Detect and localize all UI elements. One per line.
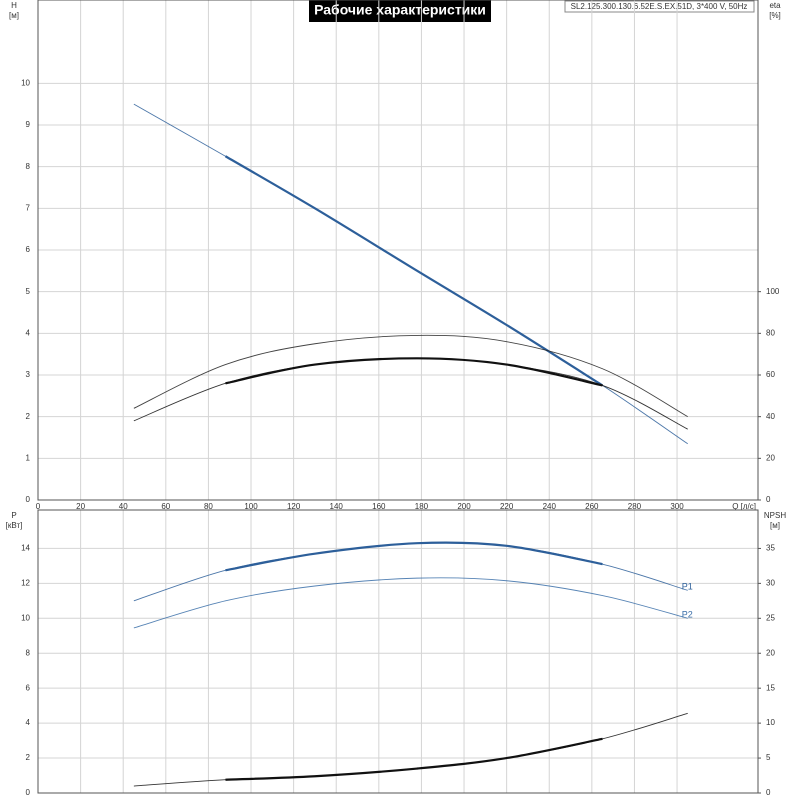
y2-tick-label: 100 xyxy=(766,287,780,296)
curve-duty xyxy=(225,541,603,572)
y-axis-label: P xyxy=(11,511,16,520)
curve-duty xyxy=(225,737,603,781)
y2-tick-label: 25 xyxy=(766,613,775,622)
y2-tick-label: 35 xyxy=(766,544,775,553)
y-axis-unit: [м] xyxy=(9,11,19,20)
x-tick-label: 120 xyxy=(287,502,301,511)
y-tick-label: 7 xyxy=(26,203,31,212)
x-tick-label: 20 xyxy=(76,502,85,511)
y-tick-label: 4 xyxy=(26,718,31,727)
x-tick-label: 100 xyxy=(244,502,258,511)
x-tick-label: 280 xyxy=(628,502,642,511)
y-tick-label: 12 xyxy=(21,578,30,587)
y2-tick-label: 80 xyxy=(766,328,775,337)
y-tick-label: 6 xyxy=(26,245,31,254)
x-tick-label: 260 xyxy=(585,502,599,511)
x-tick-label: 200 xyxy=(457,502,471,511)
x-tick-label: 180 xyxy=(415,502,429,511)
y-tick-label: 14 xyxy=(21,544,30,553)
y-tick-label: 8 xyxy=(26,648,31,657)
chart-title: Рабочие характеристики xyxy=(314,2,486,18)
y-axis-unit: [кВт] xyxy=(6,521,23,530)
y2-tick-label: 60 xyxy=(766,370,775,379)
y2-tick-label: 10 xyxy=(766,718,775,727)
y2-axis-unit: [%] xyxy=(769,11,781,20)
x-tick-label: 80 xyxy=(204,502,213,511)
curve xyxy=(133,103,688,445)
y-tick-label: 1 xyxy=(26,453,31,462)
model-label: SL2.125.300.130.6.52E.S.EX.51D, 3*400 V,… xyxy=(571,2,748,11)
y2-tick-label: 40 xyxy=(766,412,775,421)
x-tick-label: 0 xyxy=(36,502,41,511)
y-tick-label: 4 xyxy=(26,328,31,337)
y2-tick-label: 0 xyxy=(766,788,771,797)
curve-duty xyxy=(225,357,603,387)
y-tick-label: 9 xyxy=(26,120,31,129)
y-tick-label: 10 xyxy=(21,613,30,622)
y-tick-label: 3 xyxy=(26,370,31,379)
y-tick-label: 5 xyxy=(26,287,31,296)
y2-tick-label: 5 xyxy=(766,753,771,762)
y2-tick-label: 20 xyxy=(766,648,775,657)
y-tick-label: 6 xyxy=(26,683,31,692)
x-tick-label: 160 xyxy=(372,502,386,511)
y-tick-label: 2 xyxy=(26,753,31,762)
plot-frame xyxy=(37,509,759,794)
series-label: P2 xyxy=(682,610,693,620)
y2-tick-label: 0 xyxy=(766,495,771,504)
y2-tick-label: 20 xyxy=(766,453,775,462)
model-box xyxy=(564,0,755,13)
y2-axis-label: eta xyxy=(769,1,781,10)
x-tick-label: 60 xyxy=(161,502,170,511)
curve xyxy=(133,357,688,430)
curve-duty xyxy=(224,155,604,387)
x-tick-label: 300 xyxy=(670,502,684,511)
y2-axis-unit: [м] xyxy=(770,521,780,530)
plot-frame xyxy=(37,0,759,501)
y-axis-label: H xyxy=(11,1,17,10)
y-tick-label: 10 xyxy=(21,78,30,87)
curve xyxy=(133,712,688,787)
y-tick-label: 0 xyxy=(26,495,31,504)
y2-tick-label: 30 xyxy=(766,578,775,587)
x-tick-label: 40 xyxy=(119,502,128,511)
curve xyxy=(133,334,688,418)
y2-axis-label: NPSH xyxy=(764,511,786,520)
x-axis-label: Q [л/с] xyxy=(732,502,756,511)
series-label: P1 xyxy=(682,582,693,592)
y2-tick-label: 15 xyxy=(766,683,775,692)
x-tick-label: 220 xyxy=(500,502,514,511)
x-tick-label: 240 xyxy=(543,502,557,511)
y-tick-label: 0 xyxy=(26,788,31,797)
x-tick-label: 140 xyxy=(330,502,344,511)
y-tick-label: 8 xyxy=(26,162,31,171)
title-box xyxy=(309,0,491,22)
curve xyxy=(133,542,688,602)
curve xyxy=(133,577,688,629)
y-tick-label: 2 xyxy=(26,412,31,421)
